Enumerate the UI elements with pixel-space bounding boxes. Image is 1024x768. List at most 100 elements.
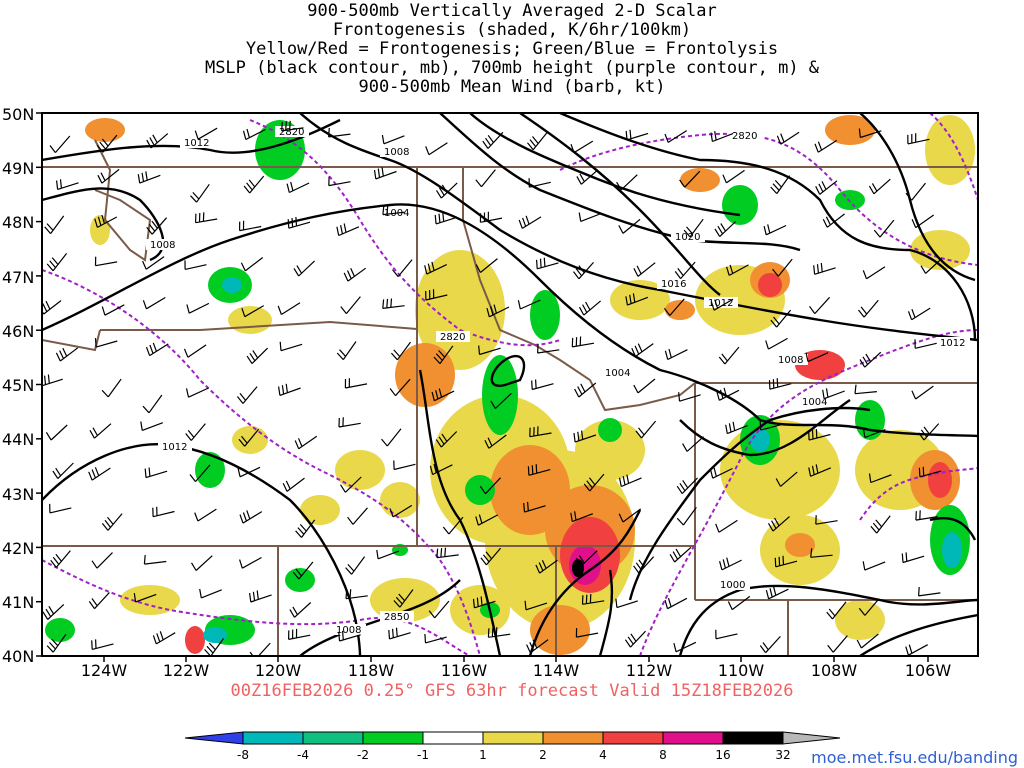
wind-barb bbox=[918, 586, 941, 597]
wind-barb bbox=[858, 128, 882, 139]
colorbar-tick: 2 bbox=[539, 748, 547, 762]
wind-barb bbox=[813, 262, 836, 275]
wind-barb bbox=[765, 337, 788, 350]
wind-barb bbox=[194, 508, 217, 522]
wind-barb bbox=[664, 348, 688, 361]
wind-barb bbox=[527, 464, 551, 476]
wind-barb bbox=[527, 132, 548, 151]
wind-barb bbox=[770, 309, 792, 328]
wind-barb bbox=[859, 351, 882, 368]
colorbar-swatch bbox=[362, 731, 424, 745]
title-line-1: 900-500mb Vertically Averaged 2-D Scalar bbox=[307, 1, 717, 21]
wind-barb bbox=[490, 392, 512, 409]
lon-label-124w: 124W bbox=[81, 661, 128, 680]
mslp-label: 1012 bbox=[940, 338, 965, 349]
wind-barb bbox=[282, 477, 305, 492]
wind-barb bbox=[478, 345, 501, 356]
wind-barb bbox=[772, 258, 793, 277]
height-label: 2820 bbox=[440, 332, 465, 343]
wind-barb bbox=[328, 176, 351, 187]
lat-label-46n: 46N bbox=[2, 322, 34, 341]
wind-barb bbox=[142, 394, 163, 414]
wind-barb bbox=[42, 603, 65, 620]
wind-barb bbox=[480, 547, 502, 566]
wind-barb bbox=[475, 514, 499, 526]
wind-barb bbox=[536, 257, 559, 270]
colorbar-high-arrow bbox=[782, 731, 841, 745]
wind-barb bbox=[42, 300, 62, 315]
wind-barb bbox=[578, 212, 602, 222]
wind-barb bbox=[523, 501, 546, 513]
wind-barb bbox=[428, 600, 450, 619]
wind-barb bbox=[152, 631, 176, 645]
wind-barb bbox=[715, 519, 738, 533]
wind-barb bbox=[390, 341, 411, 361]
wind-barb bbox=[571, 336, 595, 348]
mslp-label: 1008 bbox=[336, 625, 361, 636]
wind-barb bbox=[518, 215, 542, 229]
height-contours bbox=[42, 113, 978, 656]
wind-barb bbox=[918, 466, 942, 478]
wind-barb bbox=[133, 593, 157, 603]
wind-barb bbox=[528, 178, 551, 188]
lon-label-108w: 108W bbox=[811, 661, 858, 680]
wind-barb bbox=[914, 339, 937, 349]
wind-barb bbox=[815, 180, 838, 195]
frontolysis-areas bbox=[45, 120, 970, 645]
wind-barb bbox=[96, 134, 118, 153]
wind-barb bbox=[373, 167, 397, 180]
wind-barb bbox=[767, 516, 790, 532]
wind-barb bbox=[472, 596, 496, 609]
wind-barb bbox=[573, 262, 594, 280]
colorbar-tick: 4 bbox=[599, 748, 607, 762]
colorbar-swatch bbox=[722, 731, 784, 745]
wind-barb bbox=[94, 338, 118, 348]
colorbar-tick: 1 bbox=[479, 748, 487, 762]
wind-barb bbox=[146, 133, 169, 149]
wind-barb bbox=[294, 435, 318, 450]
wind-barb bbox=[856, 633, 879, 649]
wind-barb bbox=[237, 466, 261, 478]
wind-barb bbox=[905, 644, 928, 656]
wind-barb bbox=[388, 627, 411, 640]
wind-barb bbox=[347, 507, 368, 525]
lon-label-116w: 116W bbox=[441, 661, 488, 680]
wind-barb bbox=[44, 215, 65, 234]
wind-barb bbox=[343, 267, 367, 282]
wind-barb bbox=[776, 131, 800, 145]
wind-barb bbox=[278, 383, 301, 396]
wind-barb bbox=[143, 555, 167, 565]
wind-barb bbox=[920, 258, 943, 274]
wind-barb bbox=[345, 556, 366, 575]
wind-barb bbox=[433, 345, 454, 365]
colorbar-tick: -8 bbox=[237, 748, 249, 762]
wind-barb bbox=[293, 260, 316, 277]
mslp-label: 1012 bbox=[184, 138, 209, 149]
frontogenesis-peak bbox=[572, 559, 584, 577]
wind-barb bbox=[775, 471, 798, 487]
wind-barb bbox=[89, 423, 112, 439]
wind-barb bbox=[911, 385, 934, 400]
wind-barb bbox=[710, 131, 734, 143]
mslp-label: 1004 bbox=[802, 397, 827, 408]
wind-barb bbox=[425, 289, 448, 301]
wind-barb bbox=[239, 220, 262, 232]
height-label: 2850 bbox=[384, 612, 409, 623]
wind-barb bbox=[145, 342, 169, 357]
wind-barb bbox=[633, 262, 656, 277]
wind-barb bbox=[436, 547, 459, 559]
lat-label-47n: 47N bbox=[2, 268, 34, 287]
wind-barb bbox=[146, 217, 168, 235]
colorbar-low-arrow bbox=[184, 731, 244, 745]
wind-barb bbox=[770, 175, 791, 195]
wind-barb bbox=[873, 219, 895, 238]
source-credit-link[interactable]: moe.met.fsu.edu/banding bbox=[811, 748, 1018, 767]
wind-barb bbox=[535, 559, 558, 574]
wind-barb bbox=[573, 430, 597, 443]
wind-barb bbox=[199, 588, 222, 599]
wind-barb bbox=[808, 464, 832, 477]
wind-barb bbox=[709, 467, 733, 479]
wind-barb bbox=[815, 515, 838, 525]
wind-barb bbox=[376, 549, 400, 560]
